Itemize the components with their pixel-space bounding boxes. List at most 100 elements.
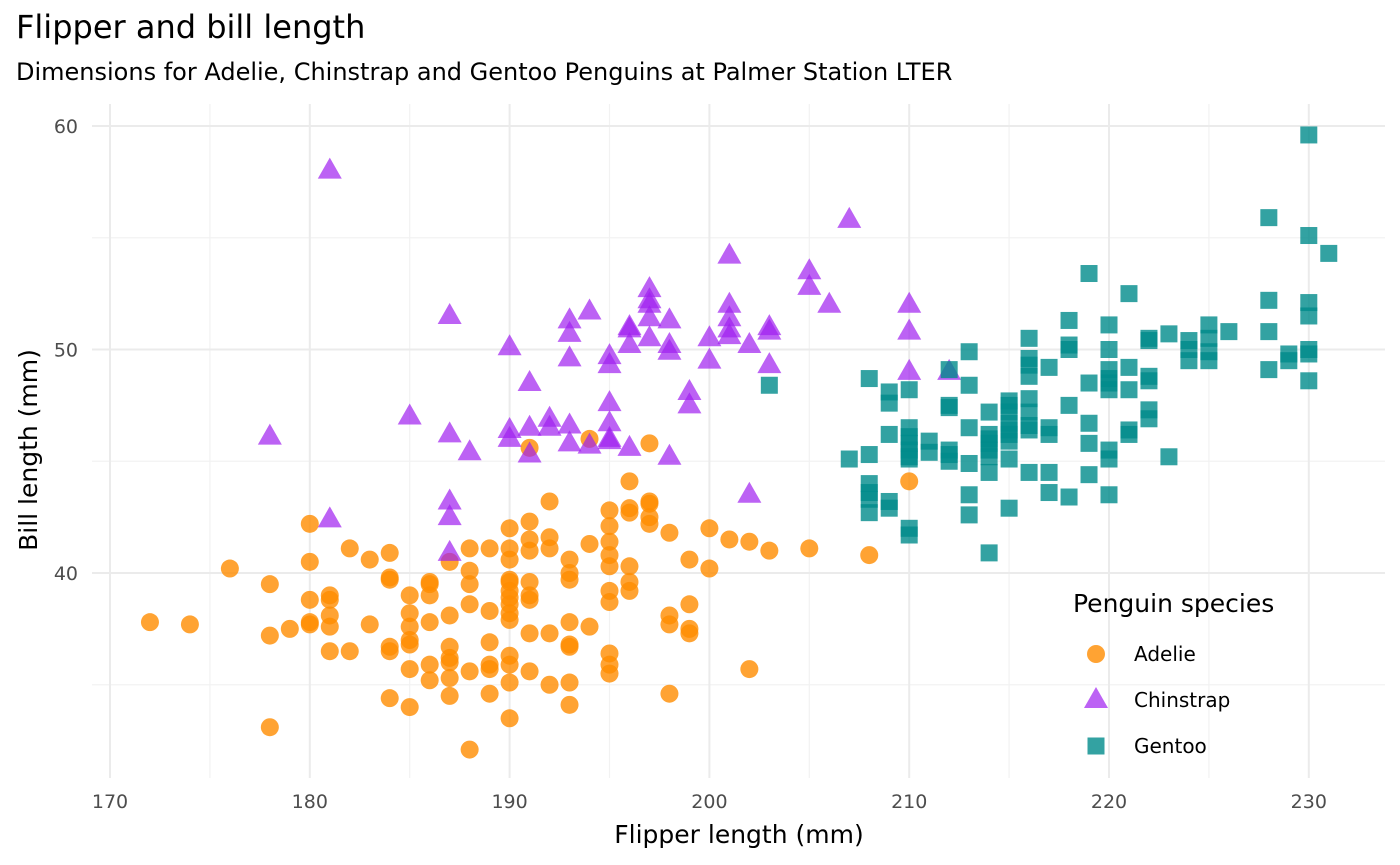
adelie-point (460, 575, 479, 594)
gentoo-point (880, 394, 898, 412)
chinstrap-point (617, 316, 642, 338)
gentoo-point (940, 399, 958, 417)
legend-title: Penguin species (1073, 589, 1274, 618)
adelie-point (660, 615, 679, 634)
x-tick-label: 180 (292, 791, 328, 813)
adelie-point (540, 492, 559, 511)
gentoo-point (980, 448, 998, 466)
legend-label-chinstrap: Chinstrap (1134, 688, 1230, 712)
adelie-point (320, 617, 339, 636)
chinstrap-point (557, 307, 582, 329)
x-tick-label: 220 (1091, 791, 1127, 813)
gentoo-point (1020, 403, 1038, 421)
gentoo-point (1100, 486, 1118, 504)
adelie-point (420, 586, 439, 605)
adelie-point (560, 695, 579, 714)
gentoo-point (1260, 323, 1278, 341)
adelie-point (220, 559, 239, 578)
adelie-point (280, 619, 299, 638)
adelie-point (640, 434, 659, 453)
chinstrap-point (757, 352, 782, 374)
gentoo-point (1260, 361, 1278, 379)
gentoo-point (1100, 450, 1118, 468)
adelie-point (300, 552, 319, 571)
chinstrap-point (797, 273, 822, 295)
adelie-point (440, 653, 459, 672)
adelie-point (460, 662, 479, 681)
chinstrap-point (597, 428, 622, 450)
adelie-point (400, 698, 419, 717)
gentoo-point (1280, 352, 1298, 370)
gentoo-point (1320, 244, 1338, 262)
adelie-point (620, 557, 639, 576)
legend-label-gentoo: Gentoo (1134, 734, 1207, 758)
adelie-point (520, 590, 539, 609)
chinstrap-point (657, 338, 682, 360)
adelie-point (320, 642, 339, 661)
adelie-point (380, 637, 399, 656)
adelie-point (140, 613, 159, 632)
gentoo-point (1000, 432, 1018, 450)
gentoo-point (1220, 323, 1238, 341)
chinstrap-point (677, 392, 702, 414)
adelie-point (520, 541, 539, 560)
adelie-point (500, 655, 519, 674)
adelie-point (560, 570, 579, 589)
adelie-point (260, 575, 279, 594)
gentoo-point (920, 443, 938, 461)
chinstrap-point (437, 421, 462, 443)
gentoo-point (1040, 463, 1058, 481)
adelie-point (680, 550, 699, 569)
chinstrap-point (557, 345, 582, 367)
gentoo-point (900, 526, 918, 544)
adelie-point (400, 586, 419, 605)
gentoo-point (880, 425, 898, 443)
gentoo-point (960, 343, 978, 361)
y-axis-ticks: 40 50 60 (54, 116, 78, 585)
chinstrap-point (497, 425, 522, 447)
chinstrap-point (797, 258, 822, 280)
chart-title: Flipper and bill length (16, 8, 366, 46)
gentoo-point (1060, 311, 1078, 329)
chinstrap-point (657, 443, 682, 465)
legend: Penguin species Adelie Chinstrap Gentoo (1073, 589, 1274, 758)
adelie-point (520, 662, 539, 681)
chinstrap-point (457, 439, 482, 461)
adelie-point (180, 615, 199, 634)
adelie-point (680, 595, 699, 614)
chinstrap-point (637, 276, 662, 298)
x-tick-label: 190 (491, 791, 527, 813)
adelie-point (540, 624, 559, 643)
chinstrap-point (637, 291, 662, 313)
adelie-point (360, 550, 379, 569)
gentoo-point (1060, 488, 1078, 506)
gentoo-point (980, 403, 998, 421)
legend-key-gentoo (1087, 737, 1105, 755)
chinstrap-point (737, 332, 762, 354)
gentoo-point (860, 446, 878, 464)
adelie-point (440, 669, 459, 688)
gentoo-point (1060, 396, 1078, 414)
adelie-point (500, 610, 519, 629)
chinstrap-point (437, 302, 462, 324)
gentoo-point (1300, 227, 1318, 245)
gentoo-point (1020, 329, 1038, 347)
gentoo-point (1120, 285, 1138, 303)
gentoo-point (1120, 425, 1138, 443)
adelie-point (580, 534, 599, 553)
chinstrap-point (317, 157, 342, 179)
gentoo-point (960, 419, 978, 437)
chinstrap-point (637, 325, 662, 347)
adelie-point (400, 660, 419, 679)
adelie-point (380, 689, 399, 708)
chinstrap-point (657, 307, 682, 329)
legend-label-adelie: Adelie (1134, 642, 1196, 666)
adelie-point (460, 595, 479, 614)
chinstrap-point (437, 539, 462, 561)
chinstrap-point (257, 423, 282, 445)
gentoo-point (1080, 414, 1098, 432)
adelie-point (500, 550, 519, 569)
gentoo-point (960, 454, 978, 472)
x-tick-label: 170 (92, 791, 128, 813)
adelie-point (500, 519, 519, 538)
